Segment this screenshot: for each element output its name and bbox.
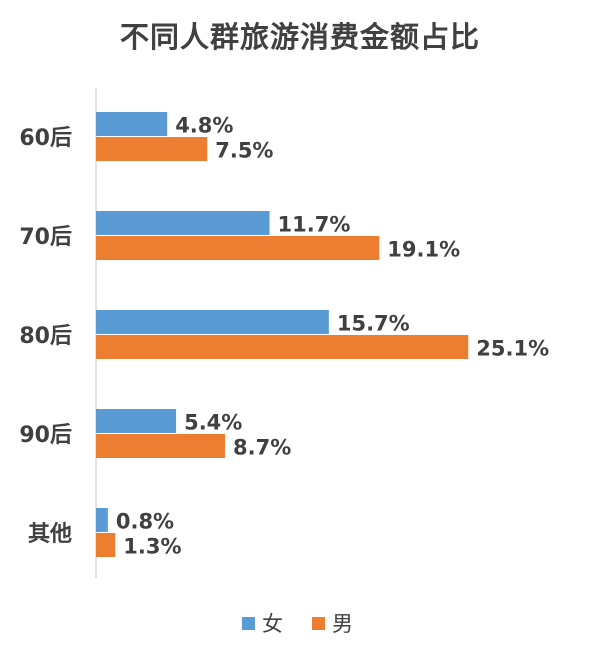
category-label: 70后 [19, 225, 72, 250]
chart-title: 不同人群旅游消费金额占比 [119, 20, 480, 54]
legend-label: 女 [262, 612, 283, 636]
bar-male [96, 335, 469, 359]
bar-female [96, 112, 168, 136]
bar-female [96, 310, 329, 334]
legend-swatch [242, 617, 255, 630]
data-label: 8.7% [233, 436, 291, 460]
category-label: 80后 [19, 324, 72, 349]
data-label: 4.8% [175, 114, 233, 138]
data-label: 0.8% [116, 510, 174, 534]
data-label: 1.3% [123, 535, 181, 559]
bar-female [96, 508, 108, 532]
bar-male [96, 137, 208, 161]
data-label: 11.7% [278, 213, 351, 237]
bar-male [96, 434, 226, 458]
bar-female [96, 211, 270, 235]
data-label: 19.1% [387, 238, 460, 262]
data-label: 7.5% [215, 139, 273, 163]
legend-swatch [312, 617, 325, 630]
legend-label: 男 [332, 612, 353, 636]
bar-male [96, 236, 380, 260]
bar-male [96, 533, 116, 557]
data-label: 25.1% [476, 337, 549, 361]
category-label: 60后 [19, 126, 72, 151]
data-label: 5.4% [184, 411, 242, 435]
bar-female [96, 409, 177, 433]
category-label: 90后 [19, 423, 72, 448]
data-label: 15.7% [337, 312, 410, 336]
category-label: 其他 [28, 522, 72, 547]
